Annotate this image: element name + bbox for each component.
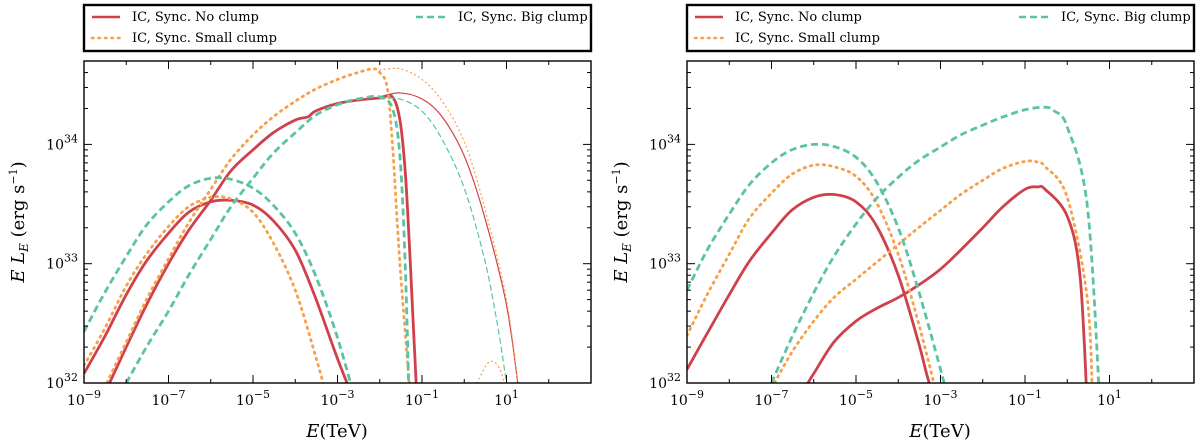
right-series-no-clump-thick-1: [806, 184, 1088, 383]
right-series-big-clump-thick-5: [770, 105, 1101, 383]
left-x-axis-title: E(TeV): [305, 421, 367, 442]
left-ticks: 10−9 10−7 10−5 10−3 10−1 101 1032 1033 1034: [46, 60, 592, 409]
left-legend: IC, Sync. No clump IC, Sync. Small clump…: [82, 3, 593, 53]
left-series-no-clump-thick-1: [107, 94, 418, 383]
right-legend-label-no-clump: IC, Sync. No clump: [735, 10, 862, 25]
right-y-axis-title: E LE (erg s−1): [610, 161, 634, 283]
left-panel: IC, Sync. No clump IC, Sync. Small clump…: [7, 3, 593, 442]
left-y-tick-label: 1034: [46, 132, 78, 153]
left-x-tick-label: 10−3: [320, 388, 354, 409]
left-y-tick-label: 1033: [46, 252, 78, 273]
left-legend-label-small-clump: IC, Sync. Small clump: [132, 31, 277, 46]
right-y-tick-label: 1034: [649, 132, 681, 153]
right-x-axis-title: E(TeV): [908, 421, 970, 442]
right-y-tick-label: 1032: [649, 371, 681, 392]
right-ticks: 10−9 10−7 10−5 10−3 10−1 101 1032 1033 1034: [649, 60, 1195, 409]
left-series-small-clump-thin-5: [379, 67, 519, 383]
right-series-no-clump-thick-0: [687, 192, 931, 383]
right-series-small-clump-thick-3: [772, 159, 1094, 383]
left-series-no-clump-thick-0: [84, 198, 349, 383]
right-y-tick-label: 1033: [649, 252, 681, 273]
right-x-tick-label: 10−7: [754, 388, 788, 409]
left-series-small-clump-thick-3: [84, 195, 325, 383]
left-y-axis-title: E LE (erg s−1): [7, 161, 31, 283]
right-x-tick-label: 10−3: [923, 388, 957, 409]
left-x-tick-label: 10−7: [151, 388, 185, 409]
left-series-no-clump-thin-2: [379, 92, 519, 383]
right-panel: IC, Sync. No clump IC, Sync. Small clump…: [610, 3, 1196, 442]
left-x-tick-label: 101: [494, 388, 519, 409]
left-series-small-clump-thin-6: [476, 360, 506, 383]
left-legend-box: [82, 3, 593, 53]
left-series-big-clump-thick-7: [84, 176, 352, 383]
left-plot-area: [84, 67, 519, 383]
right-legend-box: [685, 3, 1196, 53]
right-series-small-clump-thick-2: [687, 163, 936, 383]
left-y-tick-label: 1032: [46, 371, 78, 392]
left-x-tick-label: 10−1: [405, 388, 439, 409]
left-legend-label-big-clump: IC, Sync. Big clump: [458, 10, 588, 25]
left-series-big-clump-thick-8: [125, 94, 410, 383]
right-axes-frame: [686, 60, 1195, 384]
right-x-tick-label: 101: [1097, 388, 1122, 409]
left-series-small-clump-thick-4: [105, 67, 411, 383]
right-plot-area: [687, 105, 1101, 383]
right-series-big-clump-thick-4: [687, 142, 946, 383]
right-legend-label-big-clump: IC, Sync. Big clump: [1061, 10, 1191, 25]
right-x-tick-label: 10−1: [1008, 388, 1042, 409]
right-legend: IC, Sync. No clump IC, Sync. Small clump…: [685, 3, 1196, 53]
right-legend-label-small-clump: IC, Sync. Small clump: [735, 31, 880, 46]
left-legend-label-no-clump: IC, Sync. No clump: [132, 10, 259, 25]
right-x-tick-label: 10−9: [670, 388, 704, 409]
left-x-tick-label: 10−9: [67, 388, 101, 409]
right-x-tick-label: 10−5: [839, 388, 873, 409]
left-x-tick-label: 10−5: [236, 388, 270, 409]
left-series-big-clump-thin-9: [379, 97, 508, 383]
